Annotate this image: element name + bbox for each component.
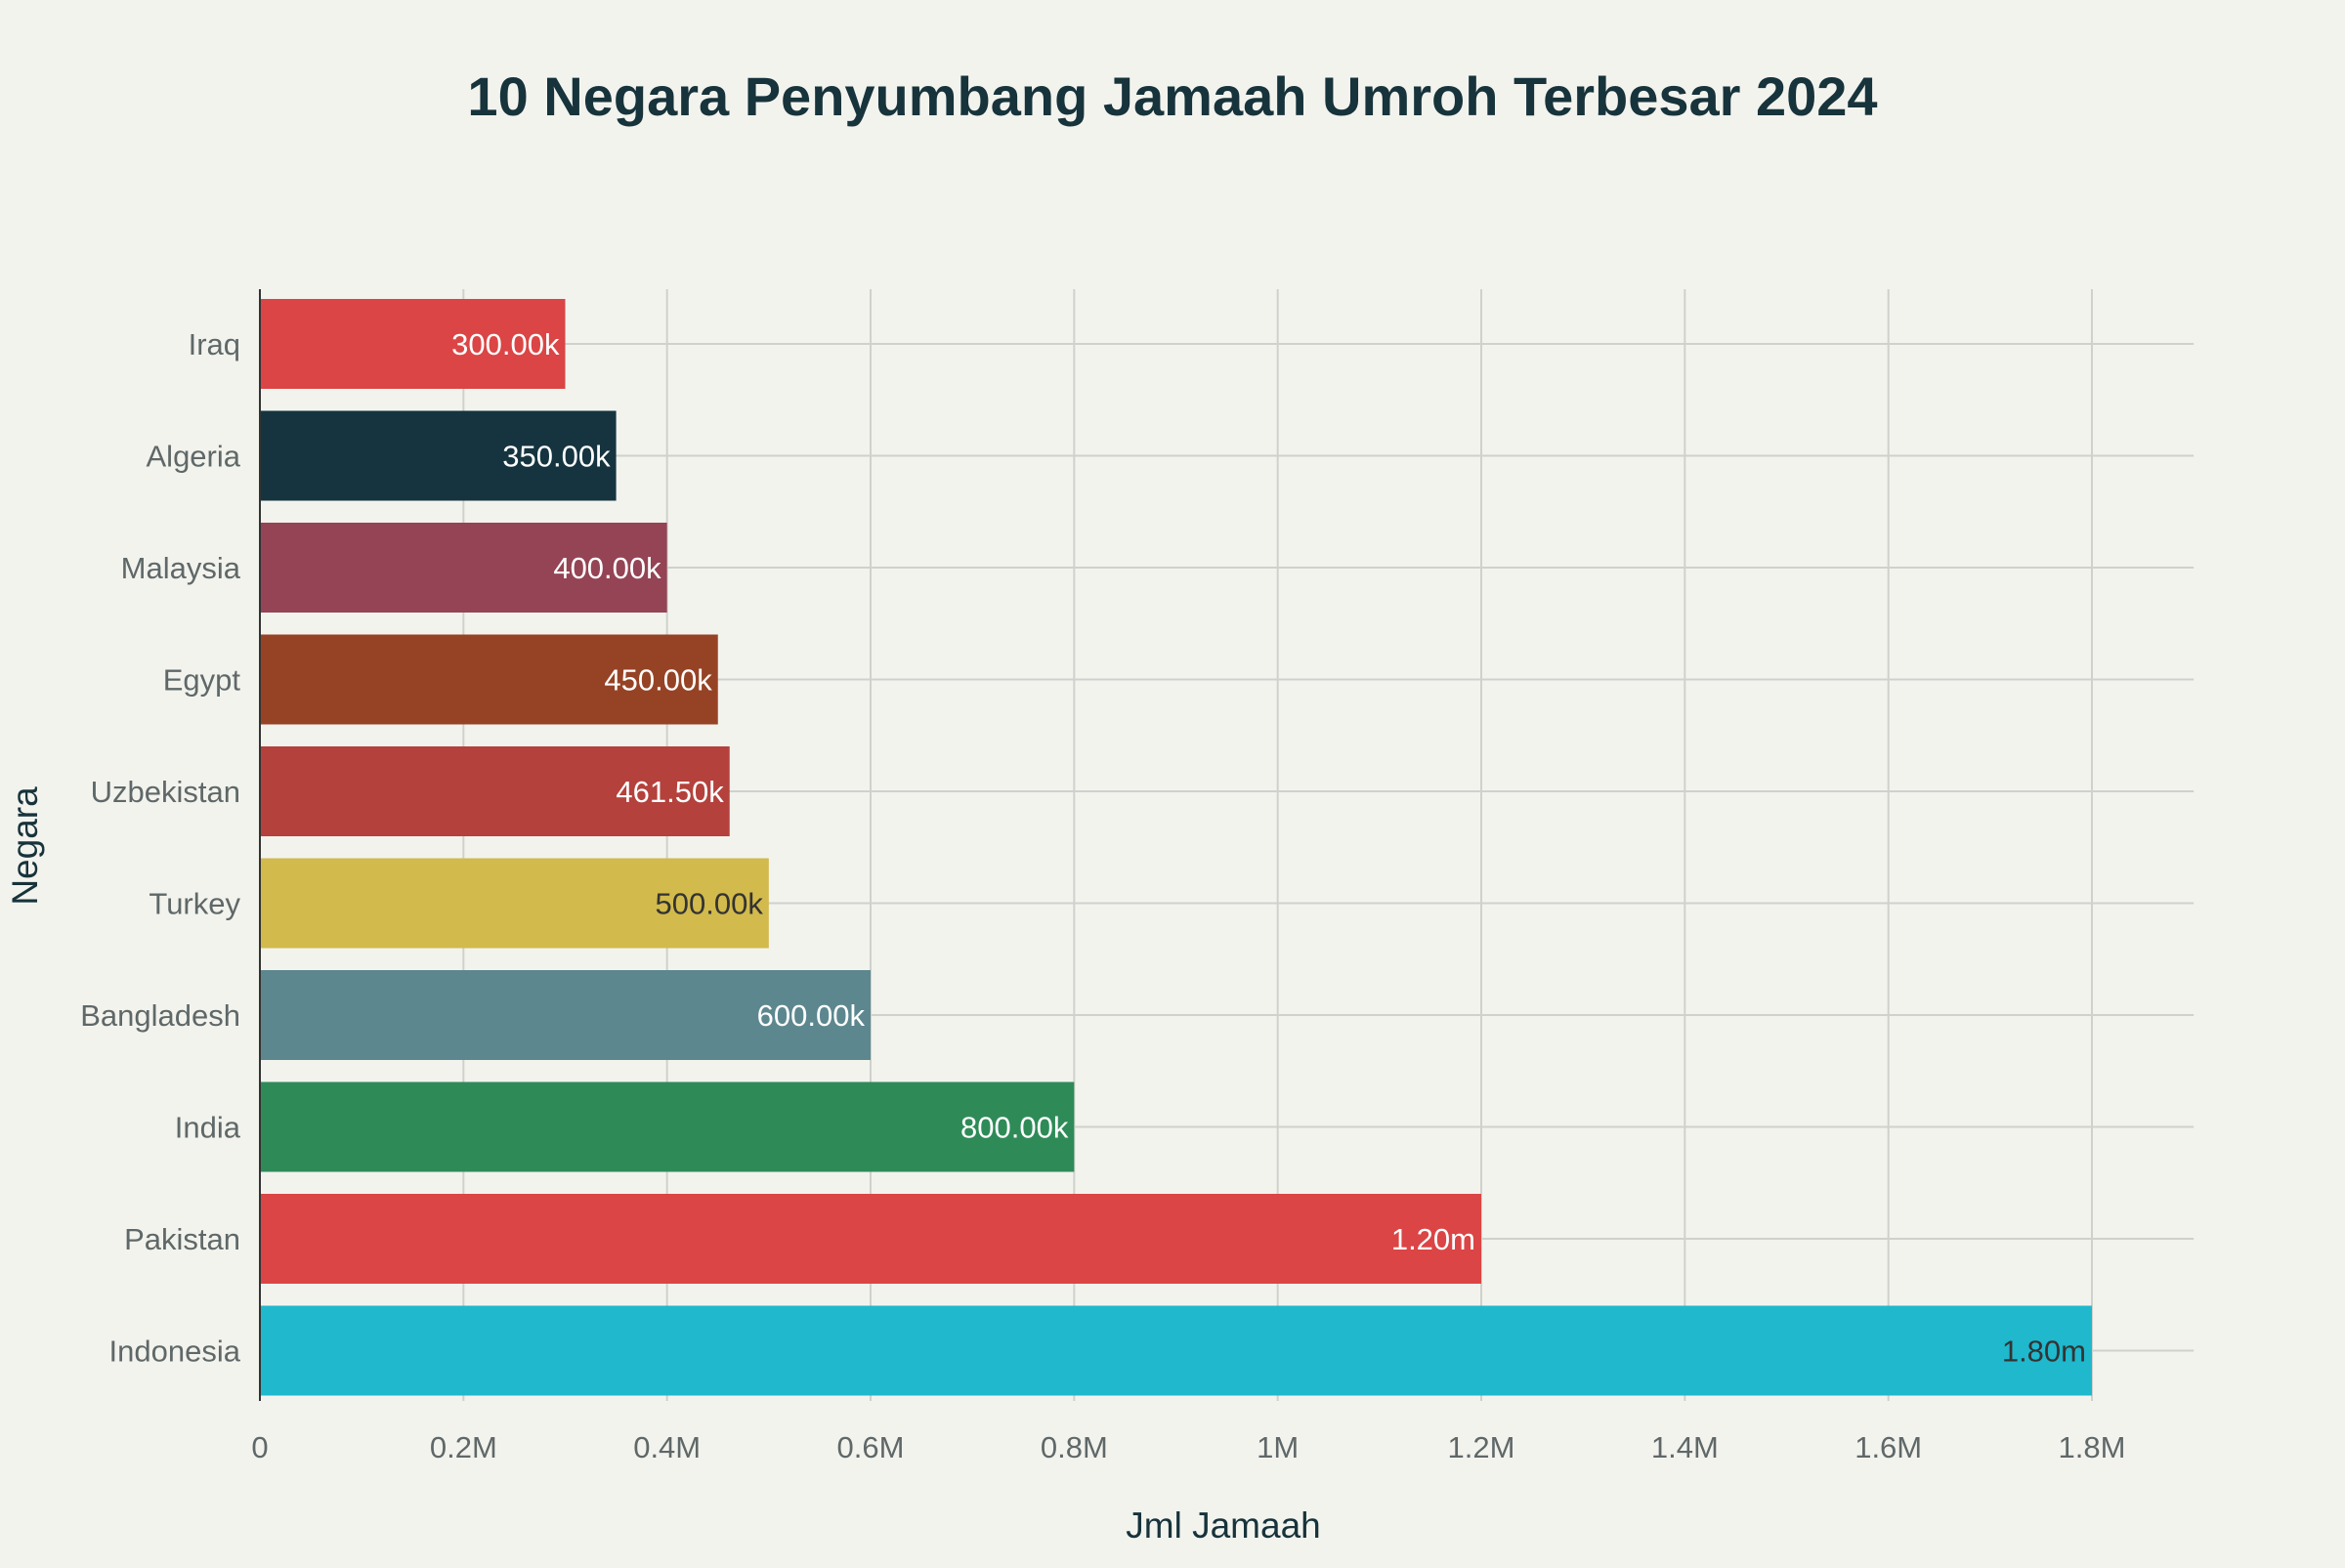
bar-algeria[interactable]	[260, 410, 617, 501]
labels: 0 0.2M 0.4M 0.6M 0.8M 1M 1.2M 1.4M 1.6M 1.8M Iraq 3…	[80, 327, 2125, 1464]
data-label: 400.00k	[553, 551, 661, 585]
x-axis-title: Jml Jamaah	[1126, 1505, 1320, 1546]
category-label: Turkey	[149, 887, 240, 921]
bar-bangladesh[interactable]	[260, 970, 871, 1060]
bar-turkey[interactable]	[260, 858, 769, 949]
x-tick-label: 0.6M	[837, 1430, 905, 1464]
bars	[260, 299, 2092, 1396]
x-tick-label: 1.4M	[1651, 1430, 1719, 1464]
category-label: Pakistan	[124, 1222, 240, 1256]
category-label: Algeria	[147, 440, 241, 474]
x-tick-label: 0.4M	[633, 1430, 701, 1464]
data-label: 300.00k	[451, 327, 560, 361]
bar-indonesia[interactable]	[260, 1305, 2092, 1396]
bar-india[interactable]	[260, 1081, 1075, 1172]
category-label: Egypt	[163, 663, 241, 698]
x-tick-label: 1.8M	[2059, 1430, 2126, 1464]
data-label: 350.00k	[502, 440, 611, 474]
category-label: Iraq	[189, 327, 240, 361]
category-label: India	[175, 1111, 241, 1145]
bar-iraq[interactable]	[260, 299, 566, 389]
bar-egypt[interactable]	[260, 634, 718, 725]
data-label: 1.20m	[1391, 1222, 1475, 1256]
data-label: 461.50k	[616, 775, 724, 809]
y-axis-title: Negara	[5, 786, 45, 906]
x-tick-label: 0	[251, 1430, 268, 1464]
x-tick-label: 1M	[1257, 1430, 1299, 1464]
bar-malaysia[interactable]	[260, 523, 667, 613]
chart-title: 10 Negara Penyumbang Jamaah Umroh Terbes…	[467, 65, 1877, 127]
category-label: Malaysia	[121, 551, 241, 585]
data-label: 500.00k	[656, 887, 764, 921]
x-tick-label: 0.8M	[1041, 1430, 1108, 1464]
category-label: Indonesia	[109, 1335, 241, 1369]
data-label: 600.00k	[757, 998, 866, 1033]
x-tick-label: 1.2M	[1448, 1430, 1515, 1464]
data-label: 800.00k	[960, 1111, 1069, 1145]
category-label: Uzbekistan	[91, 775, 240, 809]
category-label: Bangladesh	[80, 998, 240, 1033]
x-tick-label: 1.6M	[1855, 1430, 1922, 1464]
data-label: 1.80m	[2002, 1335, 2086, 1369]
data-label: 450.00k	[604, 663, 712, 698]
bar-uzbekistan[interactable]	[260, 746, 730, 836]
bar-pakistan[interactable]	[260, 1194, 1481, 1284]
x-tick-label: 0.2M	[430, 1430, 497, 1464]
